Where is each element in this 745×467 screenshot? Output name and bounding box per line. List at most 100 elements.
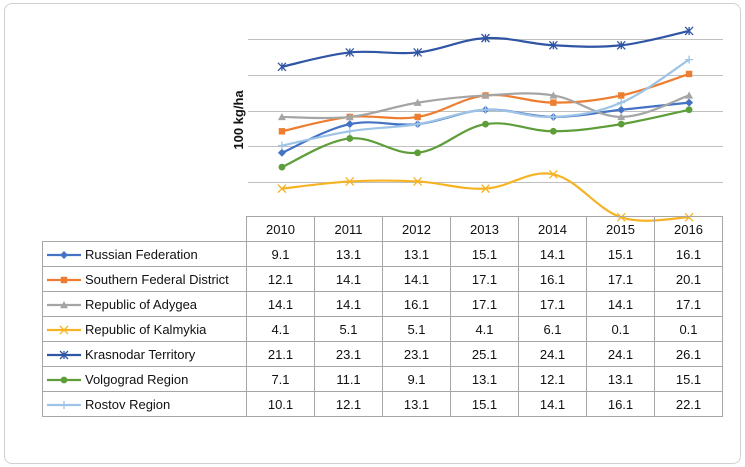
data-label-cell: 22.1 [654,391,723,417]
data-point [550,99,557,106]
table-row: Russian Federation 9.1 13.1 13.1 15.1 14.1 15.… [42,241,723,267]
table-row: Krasnodar Territory 21.1 23.1 23.1 25.1 24.1 2… [42,341,723,367]
data-label-cell: 4.1 [450,316,519,342]
table-row: Republic of Kalmykia 4.1 5.1 5.1 4.1 6.1 0.1 0.… [42,316,723,342]
data-label-cell: 20.1 [654,266,723,292]
data-point [345,112,354,121]
data-label-cell: 14.1 [586,291,655,317]
series-krasnodar-territory [277,26,694,72]
series-name-cell: Republic of Kalmykia [42,316,247,342]
y-axis-label: 100 kg/ha [231,90,246,150]
data-label-cell: 7.1 [246,366,315,392]
series-name-cell: Russian Federation [42,241,247,267]
data-point [413,47,423,57]
data-label-cell: 17.1 [586,266,655,292]
data-label-cell: 16.1 [382,291,451,317]
data-point [277,141,286,150]
data-label-cell: 24.1 [586,341,655,367]
data-label-cell: 14.1 [246,291,315,317]
year-header: 2012 [382,216,451,242]
legend-key-icon [46,299,82,311]
data-point [278,128,286,135]
data-point [685,106,693,114]
data-label-cell: 12.1 [246,266,315,292]
series-line [281,58,690,147]
data-point [616,40,626,50]
data-point [685,70,693,78]
data-label-cell: 16.1 [654,241,723,267]
legend-marker [60,276,68,284]
data-label-cell: 14.1 [314,266,383,292]
data-label-cell: 24.1 [518,341,587,367]
data-point [345,47,355,57]
table-row: Southern Federal District 12.1 14.1 14.1 17.… [42,266,723,292]
data-point [617,120,625,128]
data-point [413,176,423,186]
legend-marker [59,325,69,335]
table-corner [42,216,247,242]
data-point [548,40,558,50]
data-label-cell: 12.1 [518,366,587,392]
series-line [281,172,690,222]
table-row: Republic of Adygea 14.1 14.1 16.1 17.1 17.1 14… [42,291,723,317]
data-point [684,26,694,36]
data-point [277,184,287,194]
table-row: Volgograd Region 7.1 11.1 9.1 13.1 12.1 13.1 15… [42,366,723,392]
data-point [685,91,694,99]
data-point [617,98,626,107]
legend-key-icon [46,399,82,411]
data-point [277,62,287,72]
data-label-cell: 13.1 [382,241,451,267]
series-name-cell: Republic of Adygea [42,291,247,317]
data-label-cell: 13.1 [586,366,655,392]
data-label-cell: 16.1 [586,391,655,417]
data-table: 2010 2011 2012 2013 2014 2015 2016 Russian Fede… [42,216,723,417]
data-label-cell: 14.1 [518,241,587,267]
legend-key-icon [46,249,82,261]
series-name-cell: Rostov Region [42,391,247,417]
data-label-cell: 13.1 [382,391,451,417]
data-point [482,120,489,128]
data-point [481,105,490,114]
legend-marker [60,301,68,309]
data-label-cell: 26.1 [654,341,723,367]
data-label-cell: 15.1 [450,391,519,417]
legend-key-icon [46,324,82,336]
data-point [345,176,355,186]
data-point [481,33,490,43]
data-point [685,55,694,64]
legend-key-icon [46,349,82,361]
data-label-cell: 25.1 [450,341,519,367]
data-label-cell: 9.1 [382,366,451,392]
series-name: Krasnodar Territory [85,346,196,362]
series-name-cell: Southern Federal District [42,266,247,292]
data-label-cell: 17.1 [450,266,519,292]
data-label-cell: 17.1 [518,291,587,317]
year-header: 2014 [518,216,587,242]
data-point [414,149,422,157]
data-label-cell: 21.1 [246,341,315,367]
series-name-cell: Krasnodar Territory [42,341,247,367]
data-point [481,91,490,99]
series-name: Republic of Kalmykia [85,321,207,337]
data-label-cell: 17.1 [654,291,723,317]
series-volgograd-region [278,106,693,171]
data-point [413,120,422,129]
series-lines [277,26,694,222]
series-rostov-region [277,55,694,150]
data-label-cell: 13.1 [450,366,519,392]
data-label-cell: 15.1 [654,366,723,392]
data-label-cell: 5.1 [382,316,451,342]
data-label-cell: 9.1 [246,241,315,267]
data-point [277,148,286,157]
series-republic-of-kalmykia [277,169,694,222]
year-header: 2013 [450,216,519,242]
data-label-cell: 23.1 [314,341,383,367]
data-point [549,91,558,99]
data-label-cell: 15.1 [450,241,519,267]
data-label-cell: 4.1 [246,316,315,342]
table-row: Rostov Region 10.1 12.1 13.1 15.1 14.1 16.1 22.… [42,391,723,417]
data-point [481,184,490,194]
data-label-cell: 13.1 [314,241,383,267]
